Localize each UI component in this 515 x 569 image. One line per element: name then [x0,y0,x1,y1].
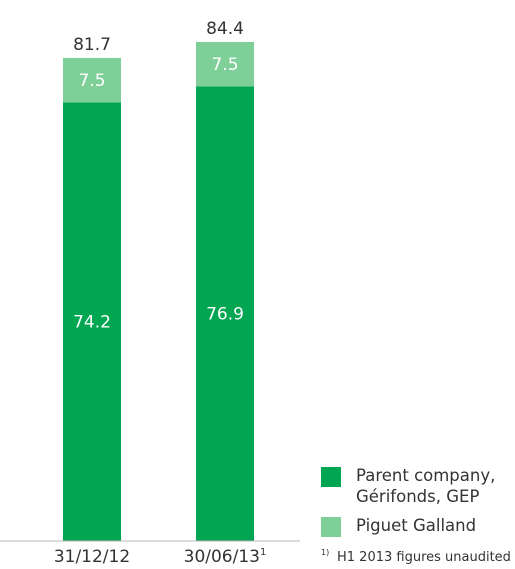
legend-swatch-parent [321,467,341,487]
data-label-parent-30-06-13: 76.9 [206,305,244,325]
total-label-31-12-12: 81.7 [73,35,111,55]
bar-piguet-galland-31-12-12 [63,57,121,103]
x-tick-label-31-12-12: 31/12/12 [54,547,130,567]
data-label-piguet-galland-30-06-13: 7.5 [211,55,238,75]
bar-parent-31-12-12 [63,102,121,541]
bars-layer [63,42,254,542]
bar-piguet-galland-30-06-13 [196,42,254,87]
legend-label-piguet-galland: Piguet Galland [356,516,476,535]
legend-label-parent: Parent company, Gérifonds, GEP [356,466,501,506]
x-tick-label-30-06-13: 30/06/131 [184,547,267,567]
x-tick-text-30-06-13: 30/06/13 [184,547,260,567]
legend-label-parent-line-1: Parent company, [356,466,495,485]
labels-layer: 74.2 7.5 81.7 76.9 7.5 84.4 [73,19,244,333]
legend-label-piguet-galland-line-1: Piguet Galland [356,516,476,535]
footnote: 1) H1 2013 figures unaudited [321,544,511,565]
x-tick-text-31-12-12: 31/12/12 [54,547,130,567]
total-label-30-06-13: 84.4 [206,19,244,39]
data-label-parent-31-12-12: 74.2 [73,313,111,333]
x-tick-labels: 31/12/12 30/06/131 [54,547,267,567]
x-tick-superscript-30-06-13: 1 [260,547,266,558]
legend: Parent company, Gérifonds, GEP Piguet Ga… [321,466,501,537]
bar-parent-30-06-13 [196,86,254,542]
footnote-text: H1 2013 figures unaudited [337,550,511,565]
data-label-piguet-galland-31-12-12: 7.5 [78,71,105,91]
legend-swatch-piguet-galland [321,517,341,537]
footnote-marker: 1) [321,548,329,557]
legend-label-parent-line-2: Gérifonds, GEP [356,487,479,506]
